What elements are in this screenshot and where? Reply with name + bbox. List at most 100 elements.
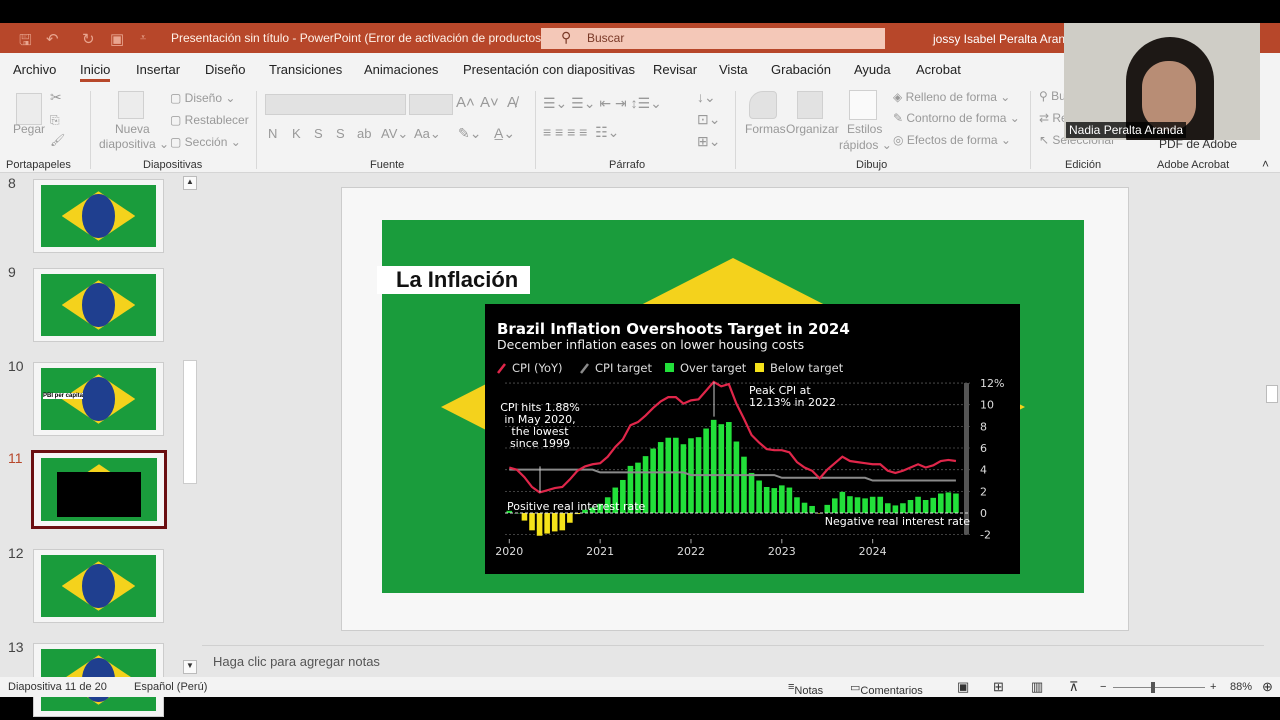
fit-slide-icon[interactable]: ⊕ — [1262, 679, 1273, 694]
create-pdf-button[interactable]: PDF de Adobe — [1159, 137, 1238, 151]
tab-grabación[interactable]: Grabación — [771, 62, 831, 77]
slide-thumbnail-8[interactable] — [33, 179, 164, 253]
undo-icon[interactable]: ↶ — [46, 31, 59, 48]
align-text-icon[interactable]: ⊡⌄ — [697, 111, 721, 127]
layout-button[interactable]: ▢ Diseño ⌄ — [170, 91, 236, 105]
comments-button[interactable]: ▭ Comentarios — [850, 682, 923, 697]
format-painter-icon[interactable]: 🖌 — [50, 133, 66, 147]
language-indicator[interactable]: Español (Perú) — [134, 681, 208, 693]
thumbnails-scrollbar[interactable]: ▲ ▼ — [183, 176, 197, 674]
arrange-icon[interactable] — [797, 91, 823, 119]
slide-thumbnail-9[interactable] — [33, 268, 164, 342]
shape-effects-button[interactable]: ◎ Efectos de forma ⌄ — [893, 133, 1011, 147]
bar-2021-11 — [673, 437, 679, 513]
arrange-button[interactable]: Organizar — [786, 122, 839, 136]
normal-view-icon[interactable]: ▣ — [957, 679, 970, 694]
bullets-icon[interactable]: ☰⌄ ☰⌄ ⇤ ⇥ ↕☰⌄ — [543, 95, 662, 111]
tab-archivo[interactable]: Archivo — [13, 62, 57, 77]
increase-font-icon[interactable]: A˄ — [456, 94, 475, 111]
font-format-button[interactable]: AV⌄ — [381, 126, 409, 141]
tab-acrobat[interactable]: Acrobat — [916, 62, 961, 77]
font-family-select[interactable] — [265, 94, 406, 115]
cut-icon[interactable]: ✂ — [50, 89, 62, 105]
x-tick-label: 2021 — [586, 545, 614, 558]
tab-insertar[interactable]: Insertar — [136, 62, 181, 77]
replace-button[interactable]: ⇄ Re — [1039, 111, 1068, 125]
tab-diseño[interactable]: Diseño — [205, 62, 246, 77]
collapse-ribbon-icon[interactable]: ˄ — [1262, 157, 1270, 171]
redo-icon[interactable]: ↻ — [82, 31, 95, 48]
slide-thumbnail-10[interactable]: PBI per cápita — [33, 362, 164, 436]
font-format-button[interactable]: ab — [357, 126, 372, 141]
shape-outline-button[interactable]: ✎ Contorno de forma ⌄ — [893, 111, 1020, 125]
highlight-icon[interactable]: ✎⌄ — [458, 125, 482, 141]
reading-view-icon[interactable]: ▥ — [1031, 679, 1044, 694]
smartart-icon[interactable]: ⊞⌄ — [697, 133, 721, 149]
bar-2020-09 — [567, 513, 573, 523]
tab-inicio[interactable]: Inicio — [80, 62, 111, 82]
font-format-button[interactable]: Aa⌄ — [414, 126, 441, 141]
slide-sorter-icon[interactable]: ⊞ — [993, 679, 1004, 694]
section-button[interactable]: ▢ Sección ⌄ — [170, 135, 241, 149]
bar-2021-04 — [620, 479, 626, 513]
present-icon[interactable]: ▣ — [110, 31, 125, 48]
shapes-button[interactable]: Formas — [745, 122, 786, 136]
zoom-slider[interactable] — [1113, 682, 1205, 693]
slide-thumbnail-11[interactable] — [31, 450, 167, 529]
notes-placeholder[interactable]: Haga clic para agregar notas — [213, 654, 380, 669]
slide-thumbnail-12[interactable] — [33, 549, 164, 623]
zoom-out-button[interactable]: − — [1100, 681, 1107, 693]
zoom-in-button[interactable]: + — [1210, 681, 1217, 693]
x-tick-label: 2023 — [768, 545, 796, 558]
bar-2023-06 — [816, 513, 823, 514]
quick-styles-icon[interactable] — [849, 90, 877, 120]
clear-format-icon[interactable]: A̸ — [507, 94, 518, 111]
search-box[interactable]: ⚲ Buscar — [541, 28, 885, 49]
slide-title[interactable]: La Inflación — [377, 266, 530, 294]
font-format-button[interactable]: S — [336, 126, 345, 141]
paste-button[interactable]: Pegar — [13, 122, 46, 136]
cpi-line — [508, 380, 957, 494]
bar-2021-06 — [635, 462, 641, 513]
customize-toolbar-icon[interactable]: ⩡ — [140, 32, 147, 44]
tab-ayuda[interactable]: Ayuda — [854, 62, 891, 77]
notes-button[interactable]: ≡ Notas — [788, 681, 824, 697]
copy-icon[interactable]: ⎘ — [50, 113, 60, 127]
zoom-level[interactable]: 88% — [1230, 681, 1253, 693]
notes-pane[interactable]: Haga clic para agregar notas — [202, 645, 1264, 677]
inflation-chart-image[interactable]: Brazil Inflation Overshoots Target in 20… — [485, 304, 1020, 574]
bar-2020-11 — [582, 509, 588, 513]
font-size-select[interactable] — [409, 94, 453, 115]
font-format-button[interactable]: N — [268, 126, 278, 141]
quick-styles-label[interactable]: Estilos — [847, 122, 883, 136]
bar-2022-06 — [726, 422, 732, 513]
bar-2020-06 — [544, 513, 550, 534]
legend-item: CPI (YoY) — [512, 361, 563, 375]
tab-transiciones[interactable]: Transiciones — [269, 62, 343, 77]
tab-presentación-con-diapositivas[interactable]: Presentación con diapositivas — [463, 62, 635, 77]
font-color-icon[interactable]: A̲⌄ — [494, 125, 516, 141]
reset-button[interactable]: ▢ Restablecer — [170, 113, 249, 127]
canvas-scrollbar[interactable] — [1264, 173, 1280, 677]
align-icons[interactable]: ≡ ≡ ≡ ≡ ☷⌄ — [543, 124, 620, 140]
new-slide-label[interactable]: Nueva — [115, 122, 150, 136]
current-marker — [964, 383, 969, 535]
new-slide-button[interactable]: diapositiva ⌄ — [99, 137, 170, 151]
paste-icon[interactable] — [16, 93, 42, 125]
bar-2024-03 — [885, 503, 891, 513]
shapes-icon[interactable] — [749, 91, 777, 119]
user-name[interactable]: jossy Isabel Peralta Aranda — [933, 32, 1079, 46]
new-slide-icon[interactable] — [118, 91, 144, 119]
font-format-button[interactable]: S — [314, 126, 323, 141]
find-button[interactable]: ⚲ Bu — [1039, 89, 1066, 103]
tab-vista[interactable]: Vista — [719, 62, 748, 77]
tab-animaciones[interactable]: Animaciones — [364, 62, 439, 77]
save-icon[interactable]: 🖫 — [19, 32, 32, 49]
decrease-font-icon[interactable]: A˅ — [480, 94, 499, 111]
text-direction-icon[interactable]: ↓⌄ — [697, 89, 716, 105]
tab-revisar[interactable]: Revisar — [653, 62, 698, 77]
quick-styles-button[interactable]: rápidos ⌄ — [839, 138, 892, 152]
shape-fill-button[interactable]: ◈ Relleno de forma ⌄ — [893, 90, 1011, 104]
font-format-button[interactable]: K — [292, 126, 301, 141]
slideshow-icon[interactable]: ⊼ — [1069, 679, 1079, 694]
